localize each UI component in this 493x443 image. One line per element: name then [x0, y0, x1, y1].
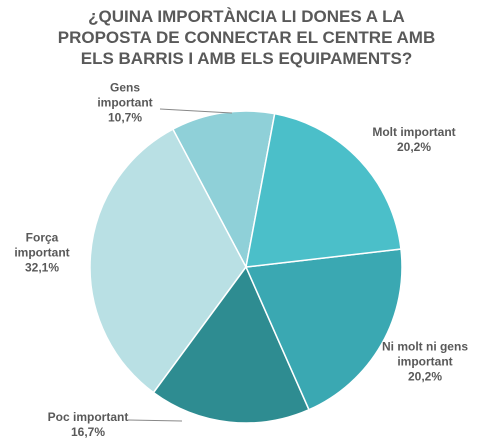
category-label: Poc important — [47, 410, 129, 424]
pie-slice — [152, 265, 310, 424]
slice-label: Poc important 16,7% — [28, 410, 148, 440]
leader-line — [159, 108, 233, 114]
chart-title: ¿QUINA IMPORTÀNCIA LI DONES A LA PROPOSTA… — [0, 6, 493, 69]
category-label: Ni molt ni gens important — [381, 339, 468, 369]
pie-slice — [89, 128, 247, 394]
value-label: 16,7% — [70, 425, 106, 439]
value-label: 10,7% — [107, 110, 143, 125]
category-label: Gens important — [97, 80, 153, 110]
title-line: PROPOSTA DE CONNECTAR EL CENTRE AMB — [57, 28, 436, 47]
value-label: 20,2% — [396, 140, 432, 154]
slice-label: Gens important 10,7% — [90, 81, 160, 126]
pie-slice — [245, 112, 402, 268]
slice-label: Força important 32,1% — [7, 231, 77, 276]
slice-label: Ni molt ni gens important 20,2% — [380, 340, 470, 385]
slice-label: Molt important 20,2% — [354, 125, 474, 155]
category-label: Força important — [14, 230, 70, 260]
value-label: 32,1% — [24, 260, 60, 275]
title-line: ELS BARRIS I AMB ELS EQUIPAMENTS? — [80, 49, 413, 68]
title-line: ¿QUINA IMPORTÀNCIA LI DONES A LA — [88, 7, 405, 26]
category-label: Molt important — [372, 125, 456, 139]
pie-slice — [244, 248, 403, 411]
value-label: 20,2% — [407, 369, 443, 384]
leader-line — [127, 419, 183, 422]
